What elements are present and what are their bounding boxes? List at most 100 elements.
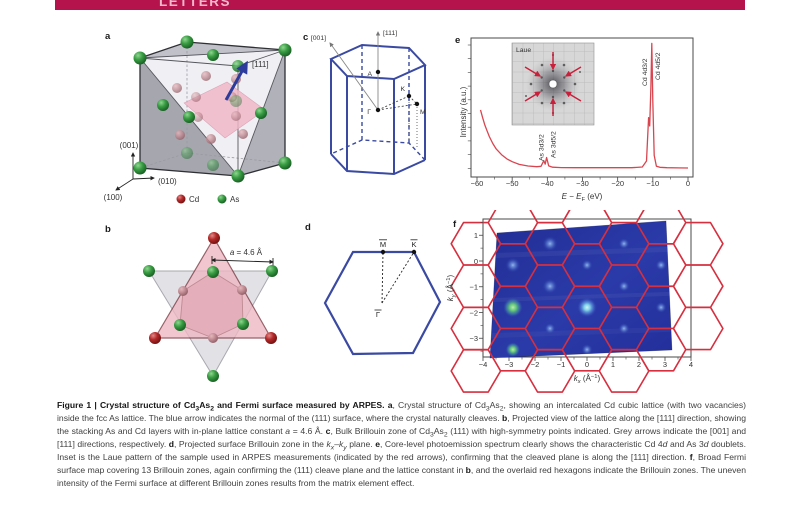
e-yaxis-title: Intensity (a.u.) <box>459 86 468 137</box>
letters-banner: LETTERS <box>55 0 745 10</box>
svg-text:3: 3 <box>663 360 667 369</box>
e-axis-ticks <box>467 44 689 181</box>
panel-e-core-level-spectrum: e −60 −50 −40 −30 −20 −10 0 E − EF (eV) … <box>455 35 694 203</box>
laue-spots <box>525 53 581 115</box>
fermi-spot <box>655 301 667 313</box>
svg-text:0: 0 <box>585 360 589 369</box>
fermi-spot <box>544 323 556 334</box>
e-x-tick-labels: −60 −50 −40 −30 −20 −10 0 <box>471 179 690 188</box>
laue-inset: Laue <box>511 42 595 126</box>
svg-text:−3: −3 <box>505 360 514 369</box>
panel-f-fermi-surface-map: f −4 −3 −2 −1 0 1 2 3 4 1 0 −1 −2 −3 <box>446 210 724 393</box>
panel-b-projected-lattice: b a = 4.6 Å <box>105 224 278 382</box>
svg-text:Cd 4d5/2: Cd 4d5/2 <box>655 52 662 80</box>
legend: Cd As <box>176 194 239 204</box>
f-x-tick-labels: −4 −3 −2 −1 0 1 2 3 4 <box>479 360 693 369</box>
panel-a-crystal-structure: a <box>104 31 292 204</box>
svg-text:0: 0 <box>474 257 478 266</box>
point-K-dot <box>406 93 412 99</box>
point-Gammabar-label: Γ <box>376 310 380 319</box>
svg-text:−1: −1 <box>557 360 566 369</box>
svg-text:0: 0 <box>686 179 690 188</box>
panel-c-bulk-brillouin-zone: c A Γ K M [001] [111] <box>303 30 427 176</box>
fermi-spot <box>655 259 667 271</box>
axis-001-label: (001) <box>120 141 139 150</box>
surface-bz-hexagon <box>323 250 442 356</box>
fermi-map <box>489 220 673 359</box>
svg-text:−2: −2 <box>531 360 540 369</box>
spectrum-curve <box>479 42 689 169</box>
svg-text:−40: −40 <box>541 179 554 188</box>
fermi-spot <box>618 280 630 292</box>
f-xaxis-title: kx (Å−1) <box>574 374 601 385</box>
point-Kbar-dot <box>411 249 417 255</box>
cube-crystal: [111] <box>133 35 292 183</box>
laue-center <box>548 79 558 89</box>
svg-text:−3: −3 <box>469 334 478 343</box>
svg-text:−10: −10 <box>646 179 659 188</box>
svg-text:−20: −20 <box>611 179 624 188</box>
direction-111-label: [111] <box>252 60 269 69</box>
svg-text:4: 4 <box>689 360 693 369</box>
panel-d-label: d <box>305 222 311 233</box>
point-M-dot <box>414 101 420 107</box>
fermi-spot <box>502 297 523 318</box>
point-A-dot <box>375 69 381 75</box>
cube-hidden-edges <box>139 42 286 169</box>
panel-c-label: c <box>303 32 308 43</box>
fermi-spot <box>618 323 630 334</box>
panel-d-surface-brillouin-zone: d M K Γ <box>305 222 442 356</box>
svg-text:−30: −30 <box>576 179 589 188</box>
legend-cd-swatch <box>176 194 186 204</box>
panel-f-label: f <box>453 219 457 230</box>
point-M-label: M <box>420 109 426 116</box>
measure-annotation: a = 4.6 Å <box>211 248 274 266</box>
svg-text:As 3d3/2: As 3d3/2 <box>539 134 546 161</box>
fermi-spot <box>505 257 521 273</box>
lattice-constant-label: a = 4.6 Å <box>230 248 263 257</box>
bz-points <box>375 69 420 113</box>
sbz-labels: M K Γ <box>374 239 418 319</box>
svg-text:Cd 4d3/2: Cd 4d3/2 <box>642 58 649 86</box>
svg-text:−2: −2 <box>469 308 478 317</box>
panel-a-label: a <box>105 31 111 42</box>
normal-111-arrow <box>224 60 248 101</box>
legend-as-label: As <box>230 195 239 204</box>
fermi-spot <box>505 342 521 358</box>
lattice-spheres <box>143 232 278 382</box>
svg-text:2: 2 <box>637 360 641 369</box>
fermi-spot <box>577 297 597 318</box>
fermi-spot <box>581 344 593 356</box>
e-peak-labels: As 3d3/2 As 3d5/2 Cd 4d3/2 Cd 4d5/2 <box>539 52 663 161</box>
svg-text:−50: −50 <box>506 179 519 188</box>
figure-caption: Figure 1 | Crystal structure of Cd3As2 a… <box>57 400 747 488</box>
axis-100-label: (100) <box>104 193 123 202</box>
axis-010-label: (010) <box>158 177 177 186</box>
fermi-spot <box>542 278 558 294</box>
laue-arrows <box>524 52 582 116</box>
bz-symmetry-lines <box>377 95 418 148</box>
fermi-spot <box>542 236 558 252</box>
e-plot-frame <box>470 37 694 178</box>
panel-e-label: e <box>455 35 460 46</box>
f-axis-ticks <box>479 222 692 361</box>
dir-111-label: [111] <box>383 30 397 37</box>
point-gamma-label: Γ <box>367 109 371 116</box>
fermi-spot <box>581 259 593 271</box>
fermi-bright-spots <box>502 236 667 358</box>
svg-text:1: 1 <box>474 231 478 240</box>
svg-text:−60: −60 <box>471 179 484 188</box>
fermi-spot <box>618 238 630 250</box>
crystal-axes <box>115 152 155 191</box>
svg-text:−1: −1 <box>469 283 478 292</box>
brillouin-zone-hexagons <box>450 210 724 393</box>
svg-text:As 3d5/2: As 3d5/2 <box>551 131 558 158</box>
svg-text:−4: −4 <box>479 360 488 369</box>
banner-label: LETTERS <box>159 0 232 9</box>
point-gamma-dot <box>375 107 381 113</box>
sbz-symmetry-lines <box>381 251 415 304</box>
f-y-tick-labels: 1 0 −1 −2 −3 <box>469 231 478 343</box>
dir-001-label: [001] <box>311 35 326 42</box>
svg-text:1: 1 <box>611 360 615 369</box>
